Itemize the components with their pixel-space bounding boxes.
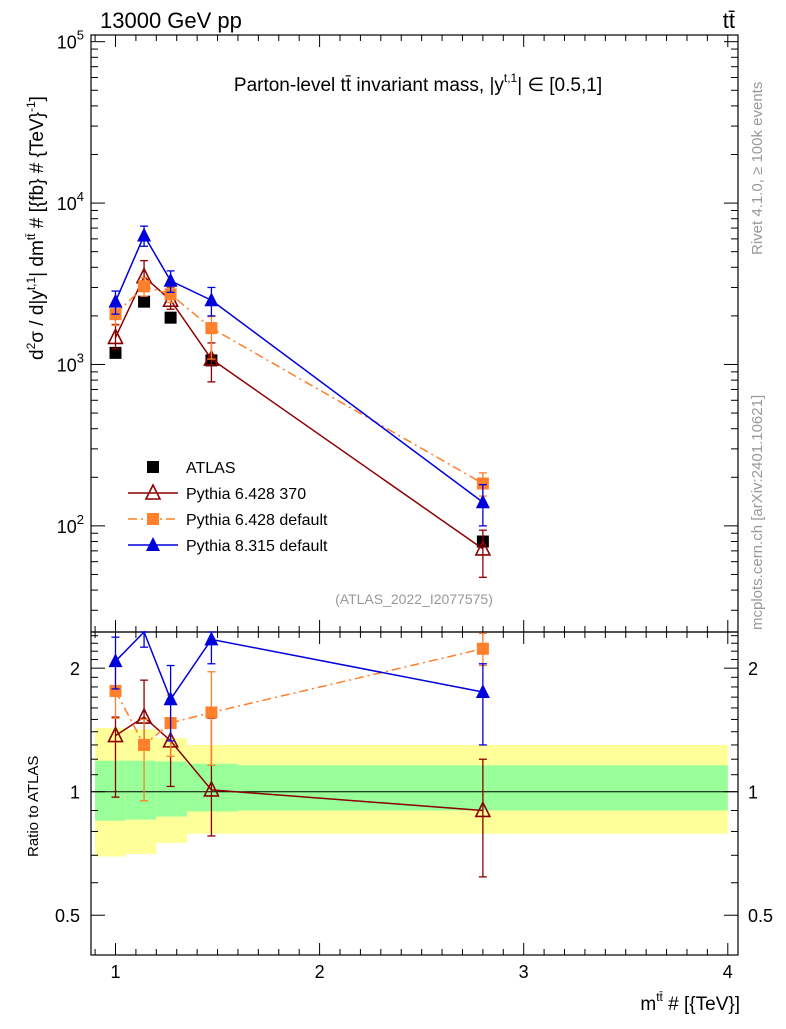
series-3-ratio-point <box>475 683 490 698</box>
rivet-version-label: Rivet 4.1.0, ≥ 100k events <box>749 82 766 255</box>
y-tick-label: 102 <box>57 512 84 537</box>
series-1-point <box>474 539 492 556</box>
ratio-band-inner <box>125 760 157 820</box>
y-axis-label: d2σ / d|yt,1| dmtt̄ # [{fb} # {TeV}-1] <box>24 96 48 360</box>
series-0-point <box>138 295 151 308</box>
series-2-point <box>138 280 151 293</box>
legend-marker-1 <box>144 483 162 500</box>
series-2-line <box>114 285 484 485</box>
series-1-ratio-point <box>203 780 220 797</box>
ratio-tick-label-right: 2 <box>748 659 758 679</box>
ratio-band-inner <box>156 761 187 817</box>
ratio-axis-label: Ratio to ATLAS <box>25 756 42 857</box>
ratio-tick-label-left: 2 <box>70 659 80 679</box>
ratio-tick-label-right: 0.5 <box>748 906 773 926</box>
ratio-panel-series <box>107 630 492 878</box>
series-3-point <box>204 292 219 307</box>
legend-marker-3 <box>146 537 160 551</box>
x-tick-label: 2 <box>315 962 325 982</box>
legend: ATLAS Pythia 6.428 370 Pythia 6.428 defaul… <box>128 460 328 555</box>
x-tick-label: 3 <box>519 962 529 982</box>
series-1-point <box>107 327 124 345</box>
series-0-point <box>164 311 177 324</box>
series-2-ratio-point <box>476 642 489 655</box>
series-2-point <box>205 322 218 335</box>
series-0-point <box>109 346 122 359</box>
ratio-band-inner <box>95 760 126 821</box>
legend-marker-2 <box>147 513 159 525</box>
series-2-point <box>476 477 489 490</box>
ratio-panel-frame <box>90 631 739 956</box>
series-1-ratio-point <box>474 800 492 818</box>
main-panel-axes: 102 103 104 105 <box>57 28 739 633</box>
x-axis-label: mtt̄ # [{TeV}] <box>640 990 740 1015</box>
series-2-ratio-point <box>138 738 151 751</box>
y-tick-label: 105 <box>57 28 84 53</box>
ratio-tick-label-left: 1 <box>70 783 80 803</box>
series-3-ratio-point <box>204 631 219 646</box>
y-tick-label: 103 <box>57 350 84 375</box>
legend-label-3: Pythia 8.315 default <box>186 538 328 555</box>
x-tick-label: 1 <box>110 962 120 982</box>
series-3-point <box>108 293 123 308</box>
ratio-panel-bands <box>95 727 728 857</box>
series-3-point <box>475 494 490 509</box>
legend-marker-0 <box>147 461 159 473</box>
mcplots-label: mcplots.cern.ch [arXiv:2401.10621] <box>749 395 766 630</box>
ratio-tick-label-right: 1 <box>748 783 758 803</box>
ratio-panel-axes: 1 2 3 4 0.5 0.5 1 1 2 2 <box>55 631 773 982</box>
ratio-band-inner <box>186 763 238 812</box>
ratio-tick-label-left: 0.5 <box>55 906 80 926</box>
chart-title: Parton-level tt̄ invariant mass, |yt,1| … <box>234 71 602 96</box>
series-1-ratio-point <box>107 725 124 743</box>
process-label: tt̄ <box>723 8 735 33</box>
energy-label: 13000 GeV pp <box>100 8 242 33</box>
y-tick-label: 104 <box>57 189 84 214</box>
series-1-point <box>203 349 220 366</box>
series-2-ratio-point <box>205 706 218 719</box>
legend-label-1: Pythia 6.428 370 <box>186 486 306 503</box>
series-3-ratio-point <box>108 653 123 668</box>
reference-label: (ATLAS_2022_I2077575) <box>335 591 493 607</box>
x-tick-label: 4 <box>723 962 733 982</box>
series-3-point <box>137 227 152 242</box>
series-3-ratio-point <box>163 691 178 706</box>
series-2-point <box>164 288 177 301</box>
series-3-point <box>163 272 178 287</box>
main-panel-series <box>107 225 492 578</box>
series-2-ratio-point <box>109 684 122 697</box>
legend-label-2: Pythia 6.428 default <box>186 512 328 529</box>
legend-label-0: ATLAS <box>186 460 236 477</box>
